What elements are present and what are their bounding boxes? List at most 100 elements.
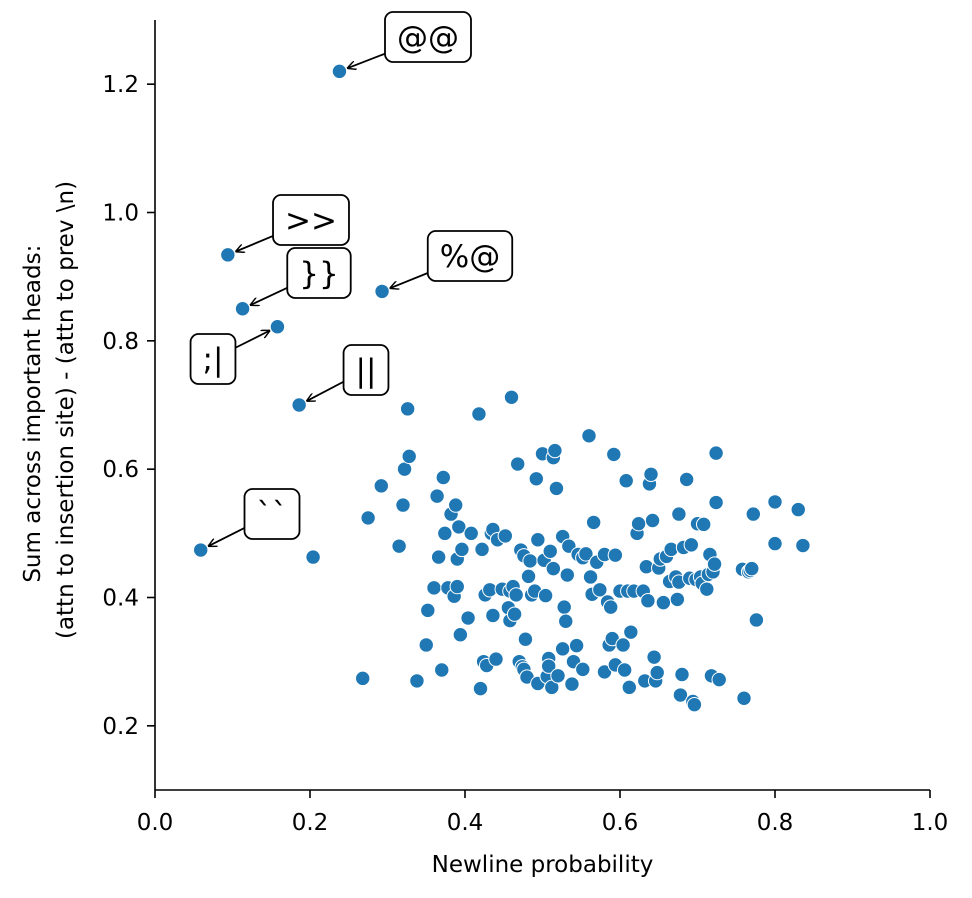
scatter-point: [460, 610, 476, 626]
scatter-point: [706, 556, 723, 572]
scatter-point: [471, 406, 487, 422]
scatter-point: [708, 445, 724, 461]
annotation-label: ||: [356, 353, 377, 389]
scatter-point: [674, 666, 690, 683]
y-axis-label-line-2: (attn to insertion site) - (attn to prev…: [53, 181, 79, 639]
annotation: ;|: [189, 331, 270, 385]
scatter-point: [391, 538, 407, 554]
scatter-point: [585, 514, 602, 531]
axes: 0.0 0.2 0.4 0.6 0.8 1.0 0.2 0.4 0.6 0.8 1.0 1.2: [102, 20, 948, 836]
x-tick-label: 0.8: [757, 810, 794, 836]
scatter-point: [488, 651, 504, 667]
scatter-point: [360, 510, 376, 526]
scatter-point: [401, 448, 417, 465]
scatter-point: [517, 631, 534, 647]
scatter-point: [558, 613, 574, 629]
scatter-point: [454, 541, 470, 558]
scatter-point: [649, 664, 665, 681]
scatter-point: [291, 397, 307, 413]
y-axis-label: Sum across important heads: (attn to ins…: [20, 181, 79, 639]
scatter-point: [745, 506, 761, 522]
scatter-point: [399, 401, 416, 417]
scatter-point: [305, 549, 321, 565]
annotation: @@: [348, 11, 472, 68]
scatter-point: [485, 607, 501, 624]
scatter-point: [193, 542, 209, 558]
scatter-point: [767, 535, 783, 552]
scatter-point: [678, 471, 695, 488]
scatter-point: [655, 594, 672, 611]
y-tick-label: 0.4: [102, 586, 139, 612]
scatter-point: [711, 671, 727, 688]
annotation-label: }}: [299, 256, 338, 292]
annotation-label: ``: [257, 497, 288, 533]
scatter-point: [506, 606, 523, 622]
scatter-point: [269, 319, 286, 335]
scatter-point: [374, 283, 390, 300]
scatter-point: [607, 547, 624, 563]
scatter-point: [520, 568, 537, 585]
scatter-point: [451, 519, 467, 535]
scatter-point: [559, 567, 575, 583]
scatter-point: [596, 664, 613, 680]
scatter-point: [503, 389, 520, 405]
scatter-point: [548, 480, 565, 497]
annotation-box: [342, 344, 390, 396]
annotation-box: [286, 247, 352, 299]
scatter-point: [795, 537, 811, 554]
scatter-point: [646, 649, 662, 665]
scatter-point: [623, 624, 639, 640]
scatter-point: [736, 690, 752, 706]
y-tick-label: 0.6: [102, 457, 139, 483]
scatter-point: [582, 569, 599, 585]
scatter-point: [541, 658, 557, 674]
scatter-point: [592, 582, 608, 598]
scatter-point: [542, 543, 558, 559]
scatter-point: [547, 442, 563, 459]
scatter-point: [373, 478, 389, 494]
annotation-arrow: [390, 272, 429, 288]
scatter-point: [426, 580, 442, 596]
scatter-point: [430, 549, 447, 565]
scatter-point: [331, 63, 348, 80]
scatter-point: [537, 587, 554, 604]
scatter-point: [472, 680, 489, 697]
scatter-point: [463, 525, 479, 542]
scatter-point: [672, 687, 689, 703]
scatter-point: [409, 673, 425, 689]
scatter-point: [564, 676, 580, 692]
scatter-point: [578, 546, 594, 562]
annotation-box: [243, 488, 301, 540]
y-tick-label: 0.8: [102, 329, 139, 355]
x-tick-label: 0.6: [602, 810, 639, 836]
scatter-point: [396, 461, 413, 477]
scatter-point: [708, 494, 724, 511]
scatter-point: [449, 578, 465, 595]
scatter-point: [790, 501, 806, 518]
scatter-point: [220, 247, 236, 263]
annotation-box: [384, 11, 472, 63]
annotation-arrow: [209, 527, 245, 546]
annotation-label: >>: [285, 203, 337, 239]
scatter-point: [452, 627, 469, 643]
scatter-point: [522, 553, 538, 569]
scatter-point: [554, 641, 571, 657]
scatter-point: [603, 599, 619, 615]
annotation-arrow: [307, 380, 344, 401]
scatter-point: [644, 512, 661, 529]
scatter-point: [683, 537, 699, 553]
scatter-point: [615, 637, 631, 653]
annotation: %@: [390, 230, 514, 288]
scatter-point: [618, 473, 634, 489]
y-tick-label: 1.2: [102, 72, 139, 98]
annotation-box: [189, 333, 237, 385]
data-points: [193, 63, 811, 713]
annotation: ||: [307, 344, 390, 401]
scatter-point: [497, 528, 513, 544]
annotation-label: %@: [440, 239, 500, 275]
scatter-point: [686, 696, 703, 713]
scatter-point: [640, 593, 656, 609]
scatter-point: [545, 560, 562, 577]
y-tick-label: 1.0: [102, 201, 139, 227]
annotation: >>: [236, 194, 350, 251]
